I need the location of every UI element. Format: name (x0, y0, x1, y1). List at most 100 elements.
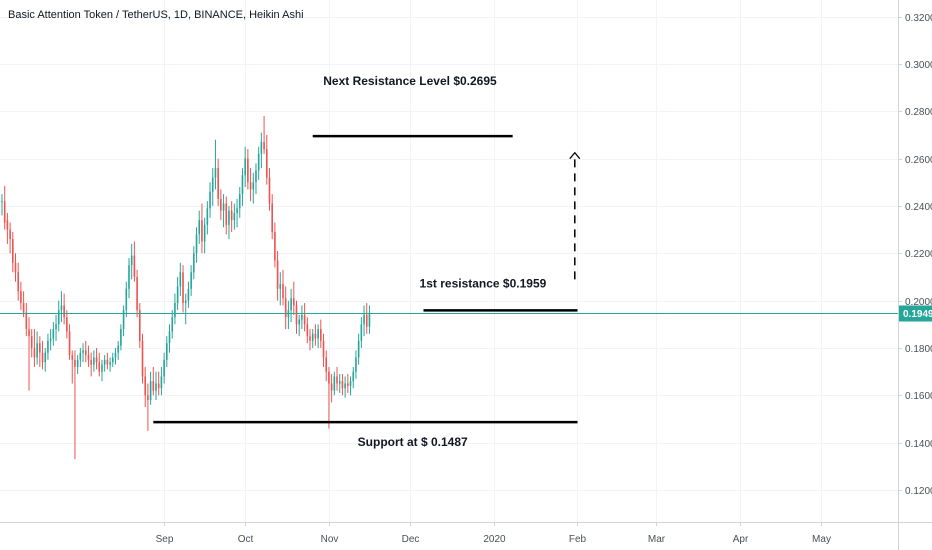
time-tick-label: Mar (648, 534, 666, 545)
candle-body (276, 260, 279, 289)
time-axis[interactable]: Sep Oct Nov Dec 2020 Feb Mar Apr May (156, 522, 831, 545)
candle-body (55, 324, 57, 330)
candle-body (149, 381, 152, 401)
candle-body (6, 220, 9, 230)
candle-body (260, 142, 263, 154)
projection-arrow (569, 151, 581, 280)
candle-body (274, 232, 276, 261)
candle-body (163, 359, 165, 377)
candle-body (109, 362, 111, 365)
candle-body (325, 357, 328, 372)
candle-body (279, 284, 282, 289)
candle-body (128, 265, 130, 289)
candle-body (222, 203, 225, 211)
candle-body (309, 336, 311, 341)
candle-body (217, 168, 219, 199)
candle-body (30, 336, 33, 348)
candle-body (166, 343, 168, 360)
candle-body (298, 319, 301, 325)
grid (0, 0, 898, 522)
candle-body (230, 210, 233, 221)
candle-body (347, 383, 349, 386)
candle-body (71, 355, 74, 360)
candle-body (174, 303, 176, 318)
last-price-tag-bg (899, 305, 932, 322)
candle-body (36, 343, 38, 358)
candle-body (255, 170, 257, 183)
candle-body (244, 158, 246, 176)
candle-body (320, 329, 322, 341)
candle-body (352, 371, 355, 382)
candle-body (95, 357, 98, 363)
candle-body (9, 229, 11, 240)
candle-body (103, 359, 106, 365)
candle-body (60, 305, 63, 311)
candle-body (303, 314, 306, 325)
candle-body (306, 324, 309, 337)
annotation-label: 1st resistance $0.1959 (420, 277, 547, 291)
projection-arrow-head (569, 151, 581, 160)
candle-body (49, 338, 52, 341)
candle-body (284, 298, 287, 318)
candle-body (111, 357, 114, 363)
candle-body (238, 194, 241, 209)
price-tick-label: 0.3200 (905, 13, 932, 24)
candle-body (171, 317, 174, 332)
candle-body (160, 376, 163, 389)
candle-body (120, 329, 122, 346)
candle-body (101, 364, 103, 372)
candle-body (155, 383, 157, 391)
candle-body (209, 191, 211, 209)
annotation-label: Next Resistance Level $0.2695 (323, 74, 497, 88)
candle-body (257, 153, 260, 171)
candle-body (236, 208, 238, 214)
candle-body (138, 310, 141, 341)
candle-body (20, 291, 22, 304)
candle-body (220, 198, 222, 211)
candle-body (41, 352, 44, 363)
candle-body (214, 168, 217, 178)
time-tick-label: Oct (238, 534, 254, 545)
candle-body (157, 383, 160, 389)
candle-body (33, 348, 36, 358)
candle-body (247, 158, 249, 183)
candle-body (241, 175, 244, 195)
candle-body (311, 333, 314, 341)
candle-body (114, 352, 117, 358)
time-tick-label: Feb (569, 534, 587, 545)
candle-body (14, 262, 17, 273)
candle-body (176, 286, 179, 304)
candle-body (233, 213, 236, 221)
candle-body (363, 314, 365, 325)
candle-body (93, 357, 95, 365)
candle-body (182, 272, 184, 304)
candle-body (268, 177, 271, 204)
candle-body (63, 305, 65, 318)
annotations: Next Resistance Level $0.2695 1st resista… (323, 74, 546, 449)
candle-body (17, 272, 20, 292)
candle-body (344, 383, 346, 389)
candle-body (52, 329, 55, 339)
candle-body (74, 359, 76, 367)
candle-body (198, 220, 201, 235)
candle-body (360, 324, 363, 341)
candle-body (355, 357, 357, 372)
candle-body (187, 288, 190, 301)
candle-body (1, 201, 3, 203)
candle-body (336, 376, 338, 384)
candle-body (290, 298, 292, 311)
candle-body (22, 303, 25, 313)
candle-body (292, 298, 295, 306)
candle-body (136, 276, 138, 311)
candle-body (106, 359, 109, 365)
candle-body (203, 224, 206, 242)
